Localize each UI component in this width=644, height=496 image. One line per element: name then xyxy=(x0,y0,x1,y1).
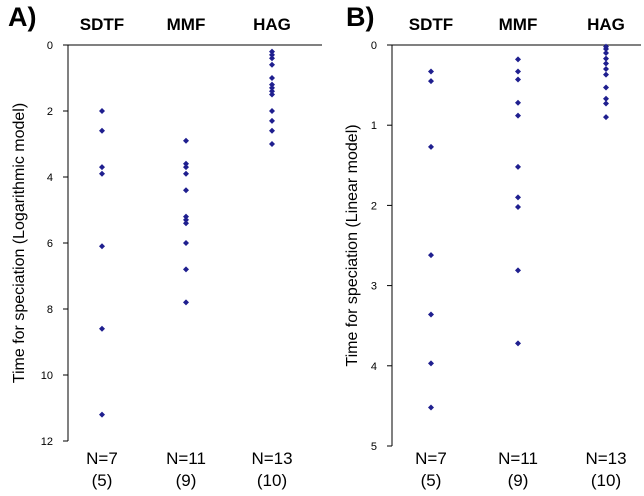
data-point-hag xyxy=(603,60,609,67)
data-point-sdtf xyxy=(428,311,434,318)
panel-a: A) SDTF MMF HAG 0 2 4 6 8 10 12 Time for speciation… xyxy=(8,2,322,490)
data-point-hag xyxy=(603,55,609,62)
y-tick-label: 0 xyxy=(47,40,53,52)
category-label-mmf: MMF xyxy=(499,15,538,34)
data-point-hag xyxy=(269,127,275,134)
paren-label: (5) xyxy=(92,471,113,490)
data-point-sdtf xyxy=(428,404,434,411)
y-tick-label: 2 xyxy=(371,200,377,212)
y-tick-label: 4 xyxy=(47,172,53,184)
data-point-sdtf xyxy=(99,108,105,114)
data-point-sdtf xyxy=(99,411,105,418)
data-point-mmf xyxy=(183,266,189,273)
category-label-hag: HAG xyxy=(587,15,625,34)
data-point-mmf xyxy=(183,220,189,227)
data-point-mmf xyxy=(183,213,189,220)
data-point-hag xyxy=(269,75,275,81)
data-point-sdtf xyxy=(99,127,105,134)
data-point-sdtf xyxy=(428,78,434,85)
panel-letter: B) xyxy=(346,2,375,32)
data-point-sdtf xyxy=(99,325,105,332)
category-label-sdtf: SDTF xyxy=(409,15,453,34)
data-point-sdtf xyxy=(428,360,434,367)
data-point-hag xyxy=(603,114,609,121)
y-tick-label: 6 xyxy=(47,238,53,250)
data-point-hag xyxy=(603,71,609,78)
data-point-sdtf xyxy=(99,243,105,250)
y-tick-label: 8 xyxy=(47,304,53,316)
category-label-sdtf: SDTF xyxy=(80,15,124,34)
data-point-mmf xyxy=(515,68,521,75)
data-point-mmf xyxy=(515,204,521,211)
data-point-hag xyxy=(269,61,275,68)
data-point-sdtf xyxy=(99,170,105,177)
data-point-hag xyxy=(603,95,609,102)
y-tick-label: 12 xyxy=(41,436,53,448)
data-point-sdtf xyxy=(428,143,434,150)
data-point-hag xyxy=(269,55,275,62)
n-label: N=7 xyxy=(86,449,118,468)
data-point-hag xyxy=(269,84,275,91)
data-point-mmf xyxy=(183,240,189,246)
data-point-mmf xyxy=(183,216,189,223)
data-point-hag xyxy=(603,100,609,107)
data-point-hag xyxy=(269,91,275,98)
paren-label: (10) xyxy=(257,471,287,490)
data-point-mmf xyxy=(183,137,189,144)
n-label: N=11 xyxy=(498,449,538,468)
n-label: N=13 xyxy=(585,449,626,468)
data-point-mmf xyxy=(515,267,521,274)
data-point-hag xyxy=(269,141,275,147)
panel-letter: A) xyxy=(8,2,37,32)
data-point-hag xyxy=(603,66,609,73)
y-axis-label: Time for speciation (Logarithmic model) xyxy=(11,103,28,383)
data-point-hag xyxy=(269,88,275,95)
category-label-hag: HAG xyxy=(253,15,291,34)
paren-label: (9) xyxy=(176,471,197,490)
y-tick-label: 5 xyxy=(371,441,377,453)
data-point-hag xyxy=(269,48,275,55)
y-axis-label: Time for speciation (Linear model) xyxy=(344,124,361,366)
data-point-hag xyxy=(269,117,275,124)
data-point-mmf xyxy=(515,99,521,106)
data-point-mmf xyxy=(183,164,189,171)
n-label: N=11 xyxy=(166,449,206,468)
data-point-mmf xyxy=(515,56,521,63)
data-point-hag xyxy=(603,50,609,57)
data-point-mmf xyxy=(183,299,189,306)
data-point-hag xyxy=(269,108,275,114)
data-point-sdtf xyxy=(99,164,105,171)
data-point-mmf xyxy=(515,340,521,347)
panel-b: B) SDTF MMF HAG 0 1 2 3 4 5 Time for speciation (L… xyxy=(344,2,641,490)
y-tick-label: 3 xyxy=(371,281,377,293)
paren-label: (10) xyxy=(591,471,621,490)
y-tick-label: 1 xyxy=(371,120,377,132)
data-point-mmf xyxy=(515,76,521,83)
data-point-mmf xyxy=(183,170,189,177)
data-point-hag xyxy=(269,81,275,88)
data-point-hag xyxy=(603,46,609,53)
data-point-sdtf xyxy=(428,68,434,75)
y-tick-label: 4 xyxy=(371,361,377,373)
data-point-mmf xyxy=(515,194,521,201)
data-point-mmf xyxy=(515,163,521,170)
data-point-sdtf xyxy=(428,252,434,259)
data-point-mmf xyxy=(183,160,189,167)
data-point-hag xyxy=(269,51,275,58)
paren-label: (5) xyxy=(421,471,442,490)
n-label: N=7 xyxy=(415,449,447,468)
y-tick-label: 10 xyxy=(41,370,53,382)
y-tick-label: 2 xyxy=(47,106,53,118)
n-label: N=13 xyxy=(251,449,292,468)
data-point-hag xyxy=(603,84,609,91)
y-tick-label: 0 xyxy=(371,40,377,52)
data-point-mmf xyxy=(515,112,521,119)
category-label-mmf: MMF xyxy=(167,15,206,34)
data-point-mmf xyxy=(183,187,189,194)
paren-label: (9) xyxy=(508,471,529,490)
